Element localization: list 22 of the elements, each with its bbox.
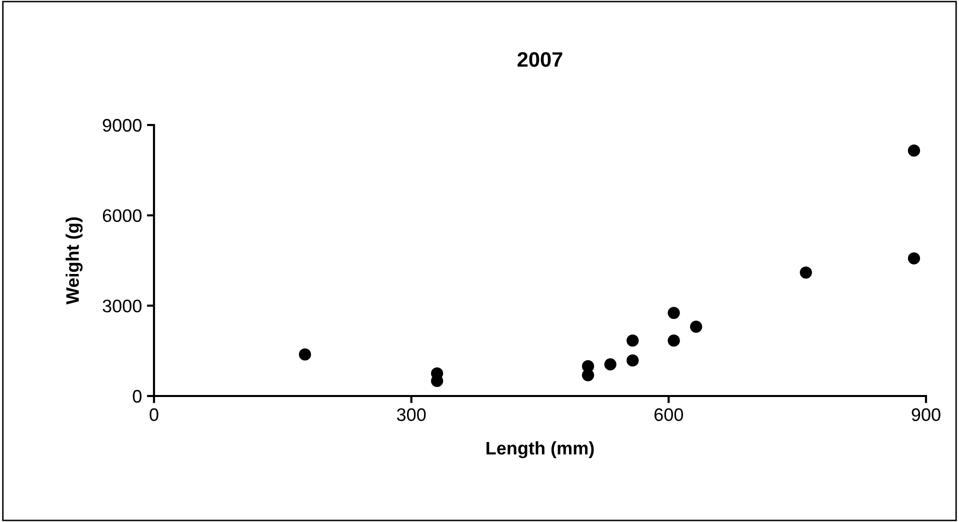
point	[800, 266, 812, 279]
point	[668, 334, 680, 347]
y-tick-label: 3000	[102, 300, 142, 312]
point	[298, 348, 312, 361]
y-tick-label: 9000	[102, 118, 142, 132]
point	[690, 320, 702, 333]
point	[626, 354, 639, 367]
x-tick-label: 300	[396, 408, 426, 422]
x-tick-label: 0	[150, 408, 158, 422]
y-axis-title: Weight (g)	[66, 217, 83, 304]
point	[908, 252, 920, 264]
point	[582, 369, 594, 382]
chart-title: 2007	[518, 52, 562, 67]
x-tick-label: 600	[654, 408, 684, 422]
x-tick-label: 900	[912, 408, 940, 422]
y-tick-label: 0	[132, 390, 142, 403]
y-tick-label: 6000	[102, 209, 142, 222]
point	[626, 334, 639, 347]
point	[668, 306, 680, 319]
point	[604, 358, 616, 370]
x-axis-title: Length (mm)	[486, 441, 594, 458]
point	[908, 144, 920, 157]
